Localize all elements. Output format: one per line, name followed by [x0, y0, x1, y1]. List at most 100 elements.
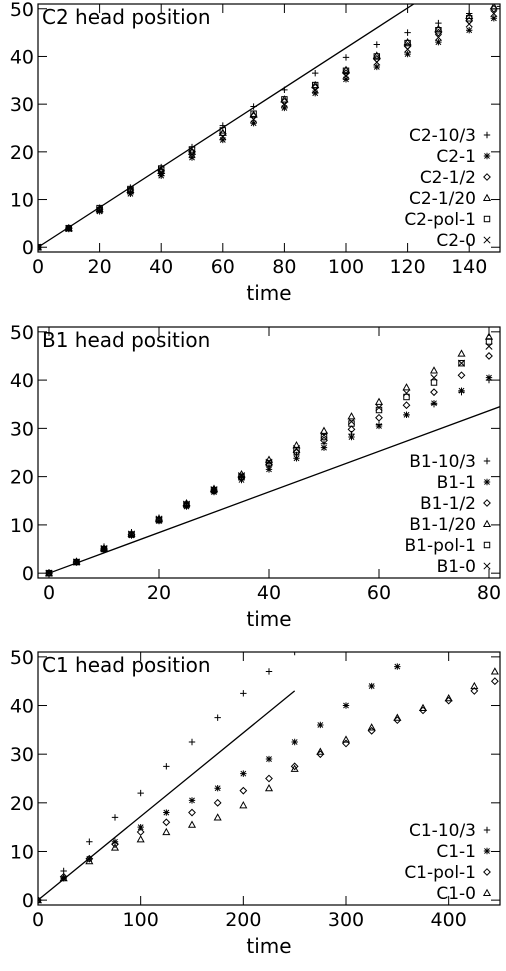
legend-marker — [483, 499, 491, 507]
data-point — [249, 110, 258, 118]
data-point — [154, 514, 164, 522]
data-point — [430, 374, 438, 382]
data-point — [45, 569, 53, 577]
x-tick-label: 80 — [272, 256, 296, 278]
data-point — [110, 843, 120, 851]
data-point — [342, 76, 350, 83]
data-point — [393, 713, 402, 721]
data-point — [72, 557, 81, 565]
data-point — [219, 127, 227, 134]
data-point — [347, 425, 356, 434]
data-point — [372, 51, 381, 59]
x-tick-label: 20 — [88, 256, 112, 278]
data-point — [490, 9, 498, 18]
data-point — [239, 801, 248, 809]
data-point — [281, 104, 288, 112]
data-point — [347, 412, 356, 420]
x-axis-label: time — [246, 607, 291, 631]
data-point — [341, 735, 351, 743]
x-tick-label: 0 — [43, 582, 55, 604]
x-tick-label: 120 — [389, 256, 425, 278]
legend-marker — [483, 868, 491, 876]
data-point — [402, 383, 411, 391]
data-point — [434, 33, 442, 41]
data-point — [250, 103, 257, 110]
data-point — [96, 204, 103, 212]
data-point — [188, 154, 196, 161]
data-point — [59, 874, 68, 882]
data-point — [342, 702, 350, 709]
x-tick-label: 0 — [32, 256, 44, 278]
data-point — [317, 721, 324, 729]
x-tick-label: 40 — [149, 256, 173, 278]
data-point — [470, 681, 479, 690]
data-point — [188, 738, 196, 746]
data-point — [403, 411, 410, 419]
data-point — [373, 63, 380, 71]
data-point — [402, 389, 411, 397]
legend-marker — [483, 541, 491, 549]
data-point — [163, 763, 170, 770]
y-tick-label: 0 — [22, 563, 34, 585]
x-tick-label: 40 — [257, 582, 281, 604]
data-point — [265, 466, 273, 473]
data-series — [44, 332, 494, 578]
data-point — [489, 4, 498, 10]
x-tick-label: 20 — [147, 582, 171, 604]
data-point — [319, 426, 329, 434]
data-point — [188, 797, 196, 804]
legend-marker — [483, 236, 491, 244]
data-point — [291, 738, 298, 746]
data-point — [155, 515, 163, 523]
data-point — [265, 458, 273, 466]
data-point — [348, 420, 355, 427]
data-point — [38, 244, 42, 251]
data-point — [264, 784, 274, 792]
legend-marker — [483, 457, 491, 465]
data-point — [320, 444, 328, 451]
data-point — [127, 185, 134, 193]
chart-panel-1: 0 20 40 60 80 100 120 140 0 10 20 30 40 50 C2 head pos… — [10, 0, 501, 305]
legend-label: B1-0 — [437, 557, 476, 577]
data-point — [465, 20, 473, 28]
x-tick-label: 100 — [123, 909, 159, 931]
legend-label: C1-10/3 — [409, 821, 476, 841]
data-point — [111, 838, 119, 845]
data-point — [311, 86, 319, 94]
legend-marker — [483, 173, 491, 181]
data-point — [85, 854, 94, 863]
data-point — [38, 243, 43, 251]
y-tick-label: 20 — [10, 467, 34, 489]
data-point — [158, 172, 165, 179]
data-point — [311, 81, 319, 89]
data-point — [281, 96, 288, 103]
data-point — [403, 393, 410, 401]
data-point — [348, 433, 355, 441]
data-point — [163, 809, 170, 816]
x-tick-label: 300 — [328, 909, 364, 931]
legend-marker — [483, 152, 491, 160]
data-point — [157, 165, 165, 172]
y-tick-label: 50 — [10, 647, 34, 669]
data-point — [290, 762, 299, 771]
data-point — [429, 366, 439, 374]
x-tick-label: 80 — [477, 582, 501, 604]
data-point — [38, 896, 42, 905]
data-point — [375, 404, 383, 412]
data-point — [466, 27, 473, 34]
data-point — [73, 558, 80, 566]
data-point — [213, 813, 222, 821]
x-tick-label: 100 — [328, 256, 364, 278]
data-point — [250, 115, 258, 123]
legend-label: C2-10/3 — [409, 126, 476, 146]
data-point — [188, 147, 196, 156]
data-point — [444, 693, 453, 702]
data-point — [65, 225, 73, 233]
data-point — [470, 687, 479, 695]
x-axis-label: time — [246, 281, 291, 305]
y-tick-label: 20 — [10, 142, 34, 164]
x-tick-label: 400 — [431, 909, 467, 931]
data-point — [111, 814, 119, 821]
x-axis-label: time — [246, 934, 291, 958]
data-point — [38, 243, 42, 251]
